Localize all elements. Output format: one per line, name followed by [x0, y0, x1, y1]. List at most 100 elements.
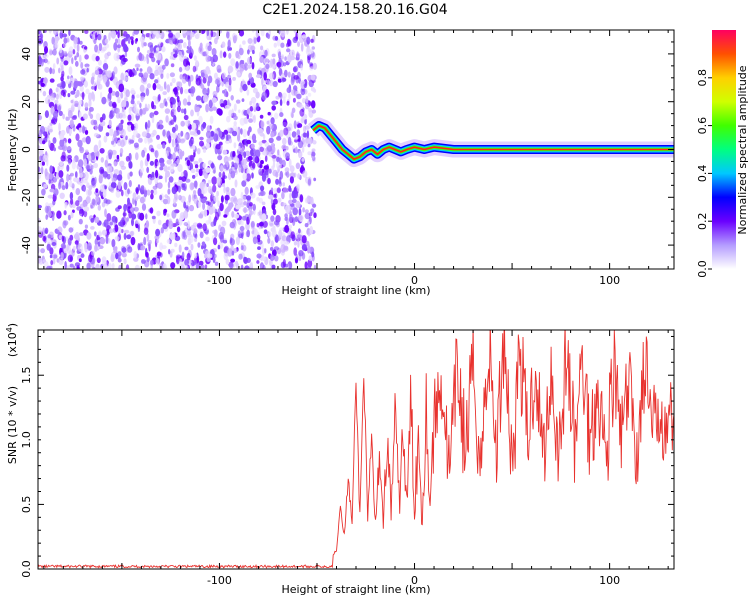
noise-speckle — [194, 237, 198, 242]
noise-speckle — [195, 233, 198, 239]
noise-speckle — [157, 219, 162, 226]
noise-speckle — [90, 30, 93, 37]
noise-speckle — [219, 202, 224, 212]
noise-speckle — [104, 38, 109, 44]
noise-speckle — [252, 114, 256, 124]
noise-speckle — [102, 74, 108, 83]
noise-speckle — [288, 224, 292, 229]
noise-speckle — [288, 185, 292, 192]
noise-region — [38, 30, 317, 269]
noise-speckle — [74, 240, 79, 245]
noise-speckle — [247, 38, 253, 44]
noise-speckle — [243, 151, 247, 159]
noise-speckle — [221, 220, 227, 227]
noise-speckle — [79, 111, 82, 120]
noise-speckle — [138, 72, 144, 77]
noise-speckle — [60, 155, 66, 162]
noise-speckle — [313, 212, 317, 219]
noise-speckle — [205, 130, 212, 139]
noise-speckle — [232, 124, 238, 131]
noise-speckle — [249, 112, 253, 117]
noise-speckle — [136, 117, 139, 122]
noise-speckle — [248, 126, 252, 133]
noise-speckle — [230, 187, 236, 197]
noise-speckle — [109, 228, 114, 234]
noise-speckle — [201, 197, 207, 204]
noise-speckle — [84, 102, 89, 109]
noise-speckle — [97, 204, 102, 211]
noise-speckle — [195, 95, 202, 101]
noise-speckle — [302, 97, 306, 104]
noise-speckle — [258, 168, 263, 176]
noise-speckle — [104, 185, 107, 190]
noise-speckle — [301, 34, 307, 39]
noise-speckle — [233, 247, 238, 254]
noise-speckle — [70, 211, 74, 219]
noise-speckle — [252, 236, 258, 245]
noise-speckle — [285, 42, 290, 48]
noise-speckle — [300, 87, 306, 96]
noise-speckle — [243, 62, 249, 71]
noise-speckle — [304, 223, 309, 228]
noise-speckle — [90, 77, 95, 85]
noise-speckle — [180, 120, 185, 127]
noise-speckle — [176, 181, 181, 186]
noise-speckle — [176, 195, 181, 200]
noise-speckle — [106, 165, 113, 174]
noise-speckle — [136, 100, 140, 105]
noise-speckle — [193, 55, 197, 61]
noise-speckle — [287, 136, 292, 146]
noise-speckle — [300, 64, 304, 71]
noise-speckle — [113, 66, 118, 75]
noise-speckle — [188, 139, 193, 147]
noise-speckle — [291, 131, 297, 138]
x-tick-label: 0 — [411, 274, 418, 287]
noise-speckle — [51, 242, 57, 246]
noise-speckle — [296, 234, 302, 239]
noise-speckle — [181, 251, 185, 259]
noise-speckle — [227, 39, 231, 49]
noise-speckle — [184, 265, 189, 269]
noise-speckle — [310, 74, 316, 81]
noise-speckle — [38, 115, 43, 121]
noise-speckle — [42, 90, 47, 97]
noise-speckle — [249, 100, 252, 106]
noise-speckle — [123, 229, 130, 234]
noise-speckle — [85, 88, 90, 95]
noise-speckle — [291, 107, 296, 114]
noise-speckle — [86, 195, 91, 204]
noise-speckle — [90, 218, 95, 223]
noise-speckle — [304, 209, 309, 214]
noise-speckle — [238, 253, 243, 260]
noise-speckle — [43, 30, 47, 33]
noise-speckle — [143, 236, 147, 246]
x-tick-label: 100 — [599, 574, 620, 587]
noise-speckle — [162, 142, 166, 149]
noise-speckle — [297, 41, 300, 47]
noise-speckle — [286, 87, 292, 94]
noise-speckle — [304, 125, 310, 130]
noise-speckle — [146, 53, 149, 60]
noise-speckle — [306, 36, 311, 45]
noise-speckle — [118, 83, 125, 93]
noise-speckle — [80, 69, 86, 75]
noise-speckle — [67, 214, 71, 221]
noise-speckle — [309, 62, 313, 67]
noise-speckle — [75, 60, 79, 67]
noise-speckle — [53, 147, 56, 152]
noise-speckle — [241, 232, 244, 239]
noise-speckle — [68, 46, 74, 55]
colorbar-tick-label: 0.0 — [696, 260, 709, 278]
noise-speckle — [215, 211, 219, 221]
noise-speckle — [220, 226, 226, 236]
noise-speckle — [96, 257, 101, 264]
noise-speckle — [123, 210, 126, 219]
noise-speckle — [147, 136, 151, 145]
noise-speckle — [277, 149, 280, 156]
noise-speckle — [210, 130, 215, 137]
noise-speckle — [104, 159, 109, 168]
noise-speckle — [261, 213, 267, 222]
noise-speckle — [235, 99, 241, 104]
noise-speckle — [42, 259, 47, 263]
noise-speckle — [297, 239, 300, 248]
